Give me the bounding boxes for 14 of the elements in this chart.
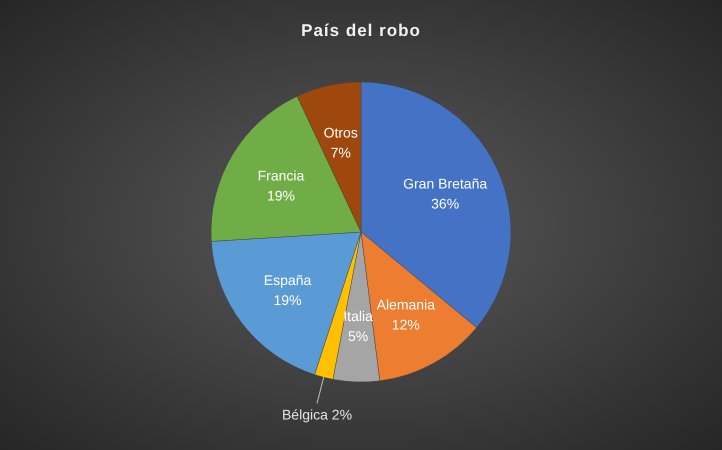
data-label: 7%: [330, 144, 351, 160]
slice-label: Bélgica: [282, 406, 328, 422]
slice-label: Alemania: [376, 296, 436, 312]
slice-label: Francia: [258, 168, 305, 184]
data-label: 36%: [431, 195, 460, 212]
slice-label: Otros: [324, 124, 358, 140]
slice-label: Gran Bretaña: [403, 175, 488, 192]
data-label: 2%: [332, 406, 352, 422]
data-label: 19%: [266, 188, 295, 204]
data-label: 5%: [348, 328, 368, 344]
slice-label: España: [264, 272, 312, 288]
data-label: 12%: [392, 316, 420, 332]
data-label: 19%: [274, 292, 302, 308]
chart-title: País del robo: [301, 21, 421, 40]
